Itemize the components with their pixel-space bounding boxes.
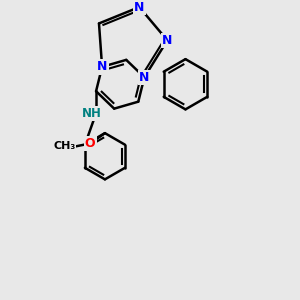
Text: N: N	[162, 34, 172, 47]
Text: CH₃: CH₃	[53, 141, 75, 152]
Text: N: N	[134, 1, 145, 13]
Text: O: O	[85, 137, 95, 150]
Text: N: N	[97, 60, 107, 73]
Text: NH: NH	[82, 107, 102, 120]
Text: N: N	[139, 71, 149, 84]
